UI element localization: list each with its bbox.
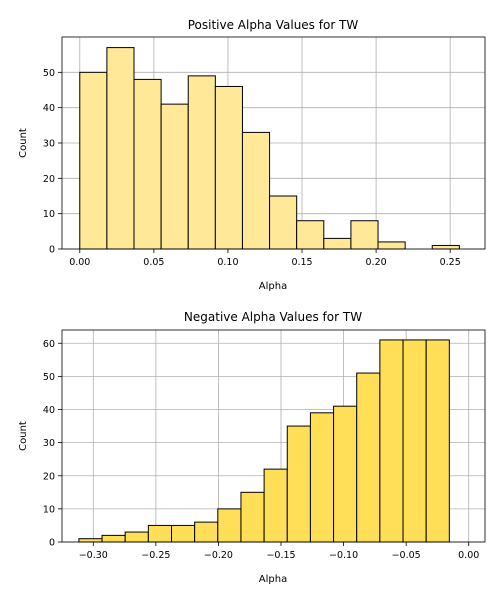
y-tick-label: 30 [43, 438, 55, 449]
histogram-bar [377, 241, 406, 250]
x-axis-label: Alpha [259, 574, 287, 585]
x-axis-label: Alpha [259, 281, 287, 292]
histogram-bar [106, 47, 135, 250]
histogram-bar [194, 521, 219, 543]
x-tick-label: −0.15 [266, 550, 295, 561]
x-tick-label: −0.25 [141, 550, 170, 561]
histogram-bar [323, 237, 352, 250]
y-tick-label: 60 [43, 339, 55, 350]
histogram-bar [214, 85, 243, 250]
plot-frame [61, 329, 486, 543]
x-tick-label: −0.10 [329, 550, 358, 561]
y-tick-label: 0 [49, 538, 55, 549]
y-tick-label: 20 [43, 471, 55, 482]
x-tick-label: −0.30 [79, 550, 108, 561]
histogram-bar [356, 372, 381, 543]
histogram-bar [101, 534, 126, 543]
y-tick-label: 50 [43, 372, 55, 383]
x-tick-label: 0.25 [440, 257, 461, 268]
histogram-bar [296, 220, 325, 250]
histogram-bar [241, 131, 271, 250]
y-tick-label: 20 [43, 174, 55, 185]
histogram-bar [425, 339, 450, 543]
negative-alpha-histogram: Negative Alpha Values for TW Alpha Count… [18, 310, 486, 585]
histogram-bar [379, 339, 404, 543]
histogram-bar [79, 71, 108, 250]
x-tick-label: 0.15 [291, 257, 312, 268]
histogram-bar [217, 508, 242, 543]
x-tick-label: 0.00 [458, 550, 479, 561]
histogram-bar [187, 75, 216, 250]
positive-alpha-histogram: Positive Alpha Values for TW Alpha Count… [18, 18, 486, 292]
histogram-bar [160, 103, 189, 250]
histogram-bar [402, 339, 427, 543]
x-tick-label: −0.20 [204, 550, 233, 561]
histogram-bar [269, 195, 298, 250]
x-tick-label: 0.00 [69, 257, 90, 268]
y-tick-label: 40 [43, 405, 55, 416]
x-tick-label: 0.20 [366, 257, 387, 268]
x-tick-label: 0.05 [143, 257, 164, 268]
chart-title: Positive Alpha Values for TW [188, 18, 359, 32]
y-tick-label: 10 [43, 504, 55, 515]
histogram-bar [309, 412, 335, 543]
x-tick-label: −0.05 [392, 550, 421, 561]
histogram-bar [171, 524, 196, 543]
histogram-bar [147, 524, 173, 543]
y-tick-label: 50 [43, 68, 55, 79]
y-axis-label: Count [18, 128, 29, 158]
y-axis-label: Count [18, 421, 29, 451]
chart-title: Negative Alpha Values for TW [184, 310, 362, 324]
histogram-bar [431, 244, 460, 250]
histogram-bar [286, 425, 311, 543]
histogram-bar [333, 405, 358, 543]
y-tick-label: 40 [43, 103, 55, 114]
histogram-bar [78, 538, 103, 543]
histogram-bar [263, 468, 288, 543]
histogram-bars [78, 339, 450, 543]
histogram-bar [350, 220, 379, 250]
histogram-bar [240, 491, 265, 543]
histogram-bar [133, 78, 162, 250]
x-tick-label: 0.10 [217, 257, 238, 268]
y-tick-label: 30 [43, 139, 55, 150]
y-tick-label: 10 [43, 209, 55, 220]
y-tick-label: 0 [49, 245, 55, 256]
histogram-bars [79, 47, 460, 250]
histogram-bar [124, 531, 149, 543]
